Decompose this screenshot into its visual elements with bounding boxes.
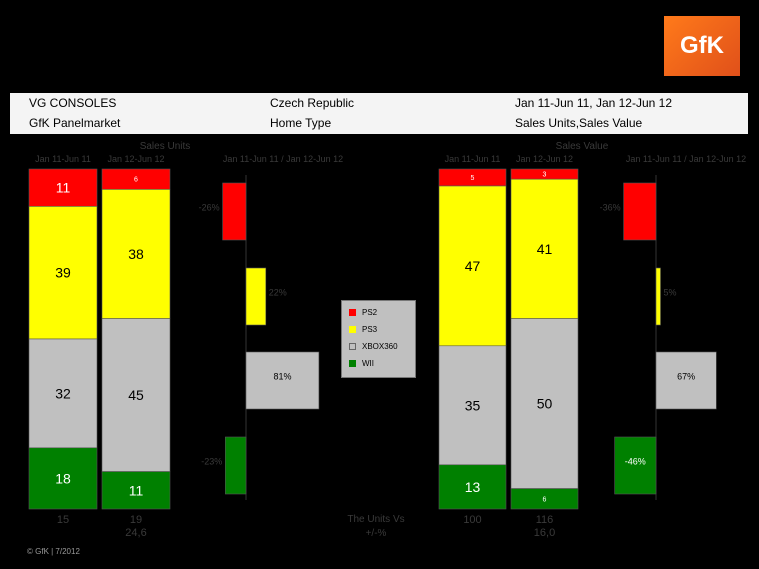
growth-chart-subtitle: Jan 11-Jun 11 / Jan 12-Jun 12 [223,154,343,164]
bar-segment-xbox360 [438,345,507,466]
data-label-xbox360: 45 [128,387,144,403]
bar-segment-ps3 [510,178,579,319]
report-header: VG CONSOLES Czech Republic Jan 11-Jun 11… [10,93,748,134]
data-label-ps2: 5 [471,175,475,182]
change-label-xbox360: 67% [677,372,695,382]
gfk-logo: GfK [664,16,740,76]
data-label-xbox360: 35 [465,397,481,413]
category-label: Jan 11-Jun 11 [445,154,501,164]
header-category: VG CONSOLES [29,96,117,110]
category-label: Jan 12-Jun 12 [107,154,164,164]
legend: PS2 PS3 XBOX360 WII [341,300,416,378]
data-label-ps2: 11 [56,180,71,196]
legend-label-ps2: PS2 [362,308,378,317]
change-bar-ps3 [245,267,267,326]
legend-item-ps3: PS3 [349,325,377,334]
legend-swatch-ps2 [349,309,356,316]
legend-swatch-wii [349,360,356,367]
data-label-wii: 13 [465,479,481,495]
data-label-wii: 6 [543,496,547,503]
total-label: 100 [463,514,481,526]
legend-item-wii: WII [349,359,374,368]
category-label: Jan 11-Jun 11 [35,154,91,164]
chart-title-sales-units: Sales Units [140,141,191,152]
growth-label: 16,0 [534,527,555,539]
change-label-wii: -46% [625,457,646,467]
data-label-wii: 11 [129,482,144,498]
legend-item-xbox360: XBOX360 [349,342,398,351]
change-bar-wii [614,436,657,495]
bar-segment-wii [28,447,98,510]
growth-label: 24,6 [125,527,146,539]
legend-label-wii: WII [362,359,374,368]
total-label: 15 [57,514,69,526]
bar-segment-ps3 [438,185,507,347]
change-label-ps3: 5% [664,288,677,298]
legend-label-ps3: PS3 [362,325,378,334]
legend-swatch-xbox360 [349,343,356,350]
bar-segment-xbox360 [510,318,579,489]
category-label: Jan 12-Jun 12 [516,154,573,164]
header-periods: Jan 11-Jun 11, Jan 12-Jun 12 [515,96,672,110]
change-bar-ps2 [222,182,247,241]
change-bar-ps2 [623,182,657,241]
change-label-ps3: 22% [269,288,287,298]
data-label-ps3: 39 [55,265,71,281]
legend-item-ps2: PS2 [349,308,377,317]
growth-chart-subtitle: Jan 11-Jun 11 / Jan 12-Jun 12 [626,154,746,164]
total-label: 19 [130,514,142,526]
chart-title-sales-value: Sales Value [556,141,609,152]
header-panel: GfK Panelmarket [29,116,121,130]
legend-label-xbox360: XBOX360 [362,342,398,351]
data-label-ps3: 47 [465,258,481,274]
bar-segment-wii [438,464,507,510]
change-label-ps2: -36% [600,203,621,213]
change-bar-xbox360 [245,351,320,410]
bar-segment-wii [101,471,171,510]
header-country: Czech Republic [270,96,355,110]
middle-note-line2: +/-% [366,528,387,539]
bar-segment-xbox360 [101,318,171,472]
bar-segment-xbox360 [28,338,98,449]
data-label-ps3: 38 [128,246,144,262]
header-measures: Sales Units,Sales Value [515,116,643,130]
change-bar-xbox360 [655,351,717,410]
data-label-ps2: 6 [134,177,138,184]
header-channel: Home Type [270,116,332,130]
data-label-xbox360: 50 [537,396,553,412]
change-bar-ps3 [655,267,661,326]
data-label-xbox360: 32 [55,385,71,401]
data-label-wii: 18 [55,470,71,486]
change-label-xbox360: 81% [273,372,291,382]
data-label-ps2: 3 [543,172,547,179]
change-label-ps2: -26% [199,203,220,213]
copyright: © GfK | 7/2012 [27,547,80,556]
bar-segment-ps3 [101,189,171,319]
total-label: 116 [536,514,554,526]
bar-segment-ps2 [28,168,98,207]
legend-swatch-ps3 [349,326,356,333]
bar-segment-wii [510,488,579,510]
bar-segment-ps3 [28,206,98,340]
data-label-ps3: 41 [537,241,553,257]
change-label-wii: -23% [201,457,222,467]
middle-note-line1: The Units Vs [347,514,404,525]
change-bar-wii [225,436,247,495]
